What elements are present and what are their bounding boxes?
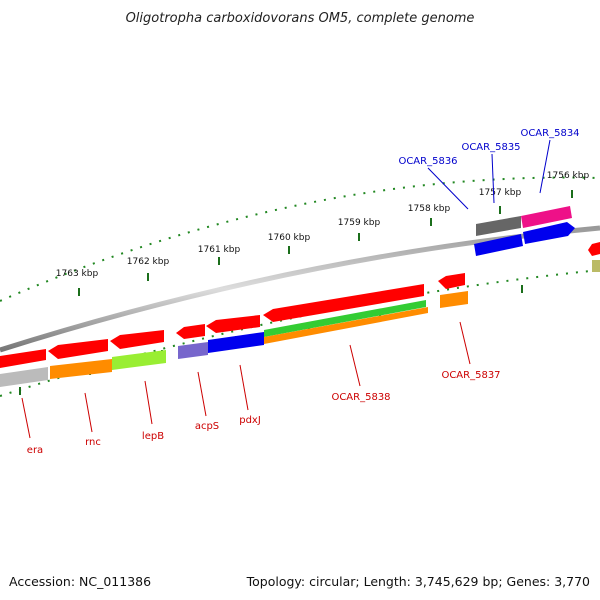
- lepB-leader: [144, 380, 153, 425]
- red-leader-lines: [21, 321, 471, 439]
- blue-leader-lines: [427, 139, 551, 210]
- tick-label-1758: 1758 kbp: [408, 204, 451, 214]
- lepB-gene-arrow[interactable]: [110, 330, 164, 349]
- gene-label-era: era: [27, 445, 43, 456]
- gene-label-ocar5838: OCAR_5838: [331, 392, 390, 403]
- ocar5834-gene[interactable]: [521, 206, 572, 228]
- gene-label-ocar5837: OCAR_5837: [441, 370, 500, 381]
- pdxJ-gene-arrow[interactable]: [206, 315, 260, 333]
- tick-label-1759: 1759 kbp: [338, 218, 381, 228]
- ocar5837-protein-block: [440, 291, 468, 308]
- acpS-leader: [197, 371, 207, 417]
- ocar5837-leader: [459, 321, 471, 365]
- ocar5836-gene[interactable]: [476, 216, 521, 236]
- ocar5838-protein-band-orange: [264, 307, 428, 344]
- gene-label-pdxJ: pdxJ: [239, 415, 261, 426]
- era-leader: [21, 397, 31, 439]
- gene-label-rnc: rnc: [85, 437, 101, 448]
- acpS-protein-block: [178, 342, 208, 359]
- pdxJ-leader: [239, 364, 249, 411]
- gene-label-ocar5834: OCAR_5834: [520, 128, 579, 139]
- pdxJ-protein-block: [208, 332, 264, 353]
- map-title: Oligotropha carboxidovorans OM5, complet…: [126, 11, 475, 26]
- genome-summary-text: Topology: circular; Length: 3,745,629 bp…: [246, 574, 590, 589]
- era-protein-block: [0, 367, 48, 387]
- acpS-gene-arrow[interactable]: [176, 324, 205, 339]
- ocar5836-leader: [427, 167, 469, 210]
- edge-gene-arrow[interactable]: [588, 242, 600, 256]
- tick-label-1762: 1762 kbp: [127, 257, 170, 267]
- tick-label-1756: 1756 kbp: [547, 171, 590, 181]
- gene-label-lepB: lepB: [142, 431, 164, 442]
- rnc-leader: [84, 392, 93, 433]
- lepB-protein-block: [112, 350, 166, 370]
- rnc-protein-block: [50, 359, 112, 379]
- tick-label-1757: 1757 kbp: [479, 188, 522, 198]
- outer-ruler-track: [0, 176, 600, 302]
- tick-label-1761: 1761 kbp: [198, 245, 241, 255]
- rnc-gene-arrow[interactable]: [48, 339, 108, 359]
- tick-label-1763: 1763 kbp: [56, 269, 99, 279]
- ocar5838-leader: [349, 344, 361, 387]
- ocar5834-protein-arrow[interactable]: [523, 222, 575, 244]
- ocar5838-gene-arrow[interactable]: [263, 284, 424, 322]
- ocar5835-leader: [491, 153, 495, 204]
- ocar5834-leader: [539, 139, 551, 194]
- ruler-major-ticks: [78, 190, 573, 296]
- gene-label-ocar5836: OCAR_5836: [398, 156, 457, 167]
- edge-gene-block: [592, 260, 600, 272]
- tick-label-1760: 1760 kbp: [268, 233, 311, 243]
- ocar5838-protein-band-green: [264, 300, 426, 337]
- ocar5837-gene-arrow[interactable]: [438, 273, 465, 289]
- accession-text: Accession: NC_011386: [9, 574, 152, 589]
- era-gene-arrow[interactable]: [0, 349, 46, 368]
- gene-label-acpS: acpS: [195, 421, 219, 432]
- gene-label-ocar5835: OCAR_5835: [461, 142, 520, 153]
- ocar5835-protein-arrow[interactable]: [474, 234, 523, 256]
